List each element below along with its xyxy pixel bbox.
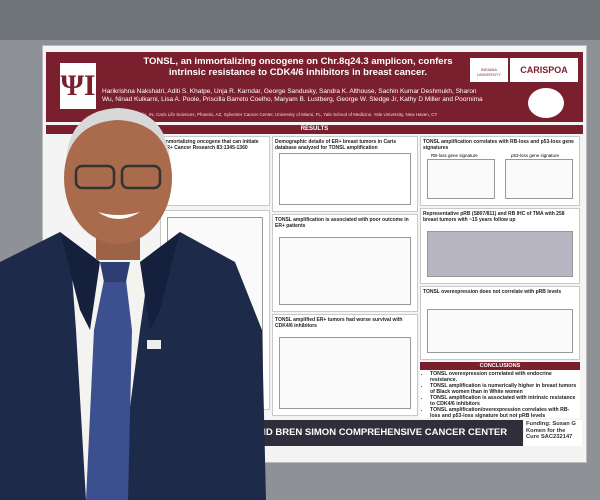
poster-affiliations: Medicine, Indianapolis, IN, Caris Life S…	[102, 112, 438, 117]
table	[279, 153, 411, 205]
conclusion-item: TONSL amplification is associated with i…	[430, 395, 578, 407]
wall-top	[0, 0, 600, 40]
panel-heading: TONSL overexpression does not correlate …	[423, 289, 562, 295]
panel-heading: Demographic details of ER+ breast tumors…	[275, 139, 397, 151]
scatter-figure	[427, 309, 573, 353]
glasses	[74, 164, 116, 190]
glasses	[120, 164, 162, 190]
conclusions-list: TONSL overexpression correlated with end…	[420, 370, 580, 418]
tie-knot	[100, 262, 130, 282]
panel: immortalizing oncogene that can initiate…	[160, 136, 270, 206]
panel-heading: TONSL amplification correlates with RB-l…	[423, 139, 574, 151]
panel: TONSL amplification correlates with RB-l…	[420, 136, 580, 206]
seal-logo	[528, 88, 564, 118]
funding: Funding: Susan G Komen for the Cure SAC2…	[524, 420, 582, 446]
poster-title: TONSL, an immortalizing oncogene on Chr.…	[143, 56, 453, 78]
conclusion-item: TONSL amplification is numerically highe…	[430, 383, 578, 395]
panel: Representative pRB (S807/811) and RB IHC…	[420, 208, 580, 284]
results-heading: RESULTS	[46, 125, 583, 134]
panel-heading: TONSL amplification is associated with p…	[275, 217, 409, 229]
logo: INDIANA UNIVERSITY	[470, 58, 508, 82]
panel: TONSL amplification is associated with p…	[272, 214, 418, 312]
iu-logo: ΨI	[60, 63, 96, 109]
scatter-figure	[505, 159, 573, 199]
smile	[98, 212, 140, 219]
panel-heading: TONSL amplified ER+ tumors had worse sur…	[275, 317, 403, 329]
conclusions-heading: CONCLUSIONS	[420, 362, 580, 370]
tie	[86, 280, 132, 500]
panel: TONSL amplified ER+ tumors had worse sur…	[272, 314, 418, 416]
panel-heading: Representative pRB (S807/811) and RB IHC…	[423, 211, 565, 223]
panel: Demographic details of ER+ breast tumors…	[272, 136, 418, 212]
badge-pin	[147, 340, 161, 349]
conclusion-item: TONSL overexpression correlated with end…	[430, 371, 578, 383]
survival-figure	[279, 337, 411, 409]
hair	[66, 108, 170, 160]
face	[64, 112, 172, 244]
ihc-images	[427, 231, 573, 277]
figure-label: RB-loss gene signature	[431, 153, 478, 158]
logo: CARISPOA	[510, 58, 578, 82]
footer: ND BREN SIMON COMPREHENSIVE CANCER CENTE…	[255, 420, 523, 446]
scatter-figure	[427, 159, 495, 199]
lapel	[60, 232, 180, 330]
panel: TONSL overexpression does not correlate …	[420, 286, 580, 360]
survival-figure	[279, 237, 411, 305]
conclusion-item: TONSL amplification/overexpression corre…	[430, 407, 578, 418]
poster-authors: Harikrishna Nakshatri, Aditi S. Khatpe, …	[102, 88, 483, 103]
figure-label: p53-loss gene signature	[511, 153, 560, 158]
panel-heading: immortalizing oncogene that can initiate…	[163, 139, 259, 151]
